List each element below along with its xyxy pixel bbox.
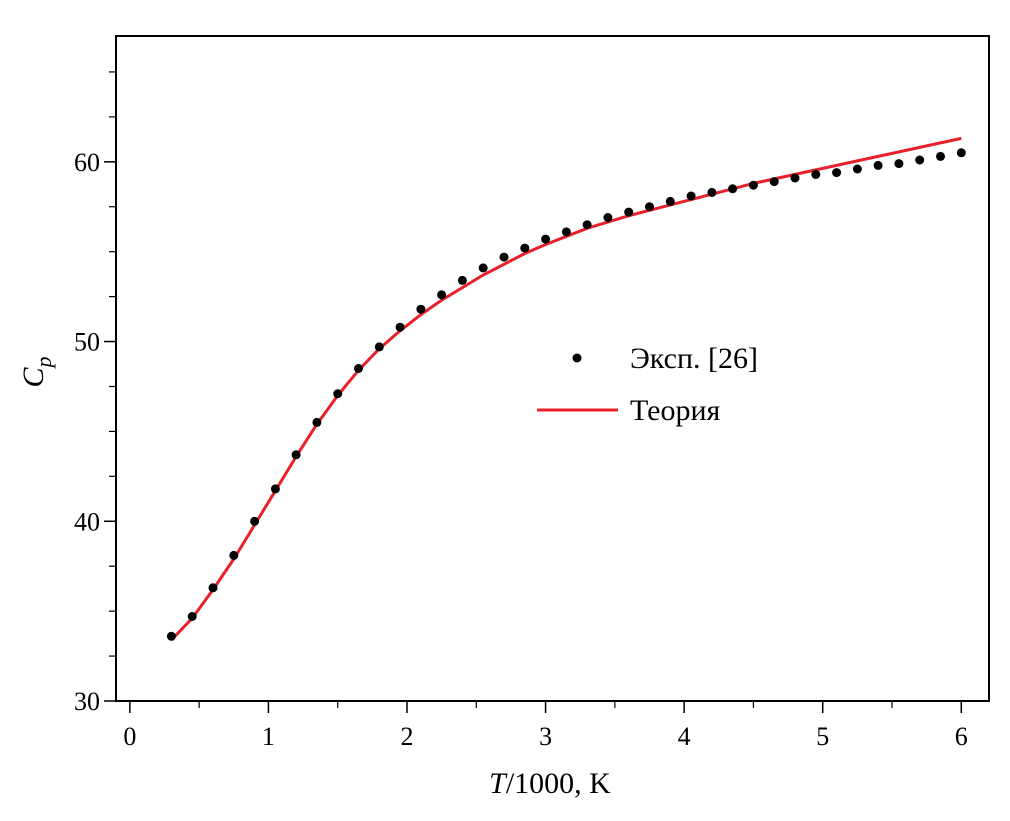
experiment-point (645, 202, 654, 212)
experiment-point (832, 168, 842, 178)
experiment-point (166, 631, 176, 641)
y-tick-label: 60 (74, 148, 100, 177)
series-experiment (166, 148, 966, 641)
x-axis-label: T/1000, K (489, 767, 611, 800)
experiment-point (229, 550, 239, 560)
x-tick-label: 4 (678, 722, 691, 751)
legend-label-experiment: Эксп. [26] (630, 342, 758, 375)
experiment-point (790, 173, 800, 183)
experiment-point (956, 148, 966, 158)
experiment-point (291, 450, 301, 460)
experiment-point (915, 155, 925, 165)
x-tick-label: 1 (262, 722, 275, 751)
x-tick-label: 6 (955, 722, 968, 751)
legend-label-theory: Теория (630, 394, 721, 427)
experiment-point (561, 227, 571, 237)
x-tick-label: 5 (816, 722, 829, 751)
experiment-point (312, 417, 322, 427)
experiment-point (520, 243, 530, 253)
experiment-point (728, 184, 738, 194)
experiment-point (603, 213, 613, 222)
experiment-point (748, 180, 758, 190)
y-tick-label: 50 (74, 328, 100, 357)
experiment-point (416, 304, 426, 314)
y-tick-label: 30 (74, 687, 100, 716)
experiment-point (811, 169, 821, 179)
tick-labels: 0 1 2 3 4 5 6 30 40 50 60 (74, 148, 968, 751)
experiment-point (250, 516, 260, 526)
experiment-point (624, 207, 634, 217)
experiment-point (354, 364, 363, 373)
x-tick-label: 0 (123, 722, 136, 751)
experiment-point (582, 220, 592, 230)
experiment-point (374, 342, 384, 352)
experiment-point (541, 234, 551, 244)
series-theory (170, 136, 962, 641)
experiment-point (478, 263, 488, 273)
plot-frame (115, 35, 990, 702)
axis-ticks (104, 71, 963, 713)
experiment-point (499, 252, 509, 262)
legend: Эксп. [26] Теория (537, 342, 758, 427)
y-axis-label: Cp (17, 356, 56, 387)
experiment-point (187, 612, 197, 621)
experiment-point (665, 196, 675, 206)
experiment-point (707, 187, 717, 197)
experiment-point (208, 583, 218, 593)
experiment-point (936, 151, 945, 161)
experiment-point (686, 191, 696, 201)
experiment-point (437, 290, 447, 300)
x-tick-label: 2 (401, 722, 414, 751)
experiment-point (873, 160, 883, 170)
theory-line (170, 136, 962, 641)
y-tick-label: 40 (74, 507, 100, 536)
legend-marker-experiment (572, 353, 582, 363)
experiment-point (395, 322, 405, 332)
experiment-point (852, 164, 862, 174)
experiment-point (769, 177, 779, 187)
x-tick-label: 3 (539, 722, 552, 751)
experiment-point (894, 159, 904, 169)
experiment-point (457, 275, 467, 285)
experiment-point (270, 484, 280, 494)
experiment-point (333, 389, 343, 399)
